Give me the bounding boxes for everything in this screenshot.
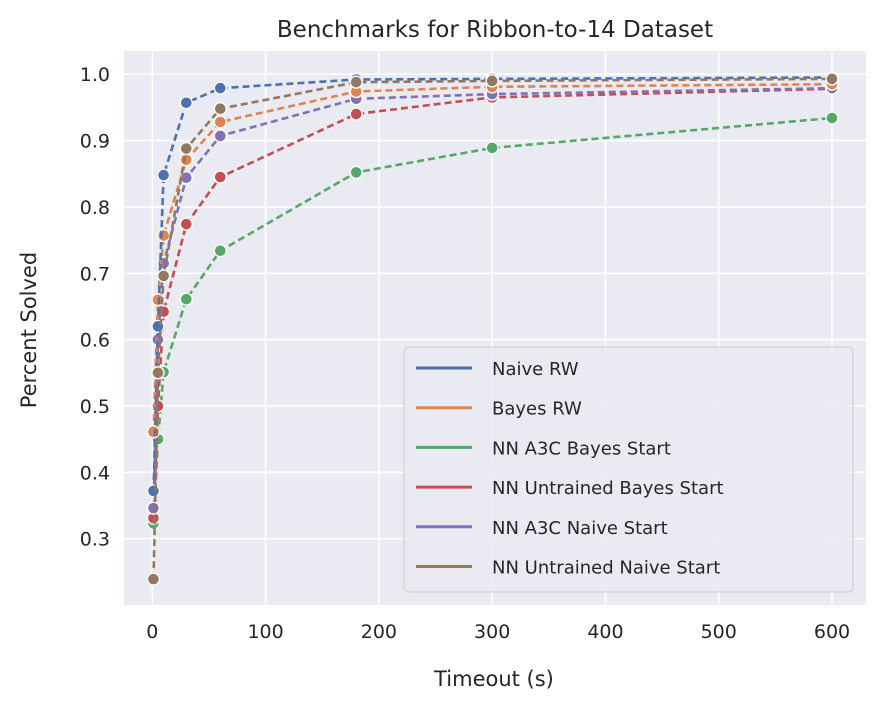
y-tick-label: 1.0 <box>80 64 110 86</box>
x-tick-label: 600 <box>814 621 850 643</box>
y-tick-label: 0.9 <box>80 131 110 153</box>
chart-title: Benchmarks for Ribbon-to-14 Dataset <box>277 17 713 43</box>
series-line-nn-untrained-naive-start <box>152 77 833 580</box>
data-point-nn-untrained-naive-start <box>213 102 227 116</box>
data-point-nn-untrained-bayes-start <box>179 217 194 231</box>
data-point-nn-untrained-naive-start <box>156 269 171 283</box>
data-point-nn-untrained-naive-start <box>151 366 165 380</box>
series-line-naive-rw <box>152 76 833 491</box>
x-tick-label: 400 <box>587 621 623 643</box>
legend-label-nn-untrained-bayes-start: NN Untrained Bayes Start <box>492 478 724 499</box>
y-tick-label: 0.7 <box>80 263 110 285</box>
legend-label-nn-a3c-bayes-start: NN A3C Bayes Start <box>492 438 671 459</box>
series-line-nn-a3c-bayes-start <box>152 116 833 524</box>
data-point-nn-a3c-bayes-start <box>825 111 839 125</box>
data-point-nn-a3c-bayes-start <box>485 141 499 155</box>
legend-label-bayes-rw: Bayes RW <box>492 399 582 420</box>
x-tick-label: 500 <box>701 621 737 643</box>
legend: Naive RW Bayes RW NN A3C Bayes Start NN Unt… <box>403 346 854 593</box>
x-tick-label: 0 <box>146 621 158 643</box>
series-nn-untrained-naive-start <box>146 72 839 586</box>
y-tick-label: 0.8 <box>80 197 110 219</box>
series-line-bayes-rw <box>152 82 833 432</box>
data-point-nn-untrained-bayes-start <box>349 107 363 121</box>
data-point-bayes-rw <box>213 115 227 129</box>
data-point-naive-rw <box>156 168 171 182</box>
series-layer <box>146 70 839 586</box>
data-point-naive-rw <box>213 81 227 95</box>
y-tick-label: 0.6 <box>80 330 110 352</box>
x-tick-label: 300 <box>474 621 510 643</box>
data-point-nn-a3c-bayes-start <box>349 165 363 180</box>
x-tick-label: 200 <box>361 621 397 643</box>
data-point-nn-untrained-naive-start <box>179 141 194 156</box>
legend-box <box>403 346 854 593</box>
legend-label-naive-rw: Naive RW <box>492 359 579 380</box>
x-tick-label: 100 <box>247 621 283 643</box>
data-point-bayes-rw <box>156 228 171 243</box>
y-tick-label: 0.4 <box>80 462 110 484</box>
data-point-nn-a3c-bayes-start <box>179 292 194 306</box>
data-point-nn-untrained-naive-start <box>485 74 499 88</box>
data-point-bayes-rw <box>179 153 194 167</box>
data-point-nn-a3c-naive-start <box>146 501 161 515</box>
data-point-nn-untrained-naive-start <box>349 75 363 89</box>
legend-label-nn-a3c-naive-start: NN A3C Naive Start <box>492 518 668 539</box>
data-point-nn-untrained-naive-start <box>825 72 839 86</box>
data-point-nn-a3c-bayes-start <box>213 244 227 258</box>
data-point-naive-rw <box>179 96 194 110</box>
y-axis-label: Percent Solved <box>17 252 41 408</box>
ticks: 0 100 200 300 400 500 600 0.3 0.4 0.5 0.6 0.7 0.8 0.9… <box>80 64 850 643</box>
data-point-nn-untrained-bayes-start <box>213 170 227 184</box>
y-tick-label: 0.5 <box>80 396 110 418</box>
legend-label-nn-untrained-naive-start: NN Untrained Naive Start <box>492 558 720 579</box>
data-point-nn-a3c-naive-start <box>213 129 227 143</box>
y-tick-label: 0.3 <box>80 529 110 551</box>
x-axis-label: Timeout (s) <box>433 667 554 691</box>
data-point-naive-rw <box>146 484 161 498</box>
data-point-nn-untrained-naive-start <box>146 572 161 586</box>
series-line-nn-untrained-bayes-start <box>152 87 833 519</box>
